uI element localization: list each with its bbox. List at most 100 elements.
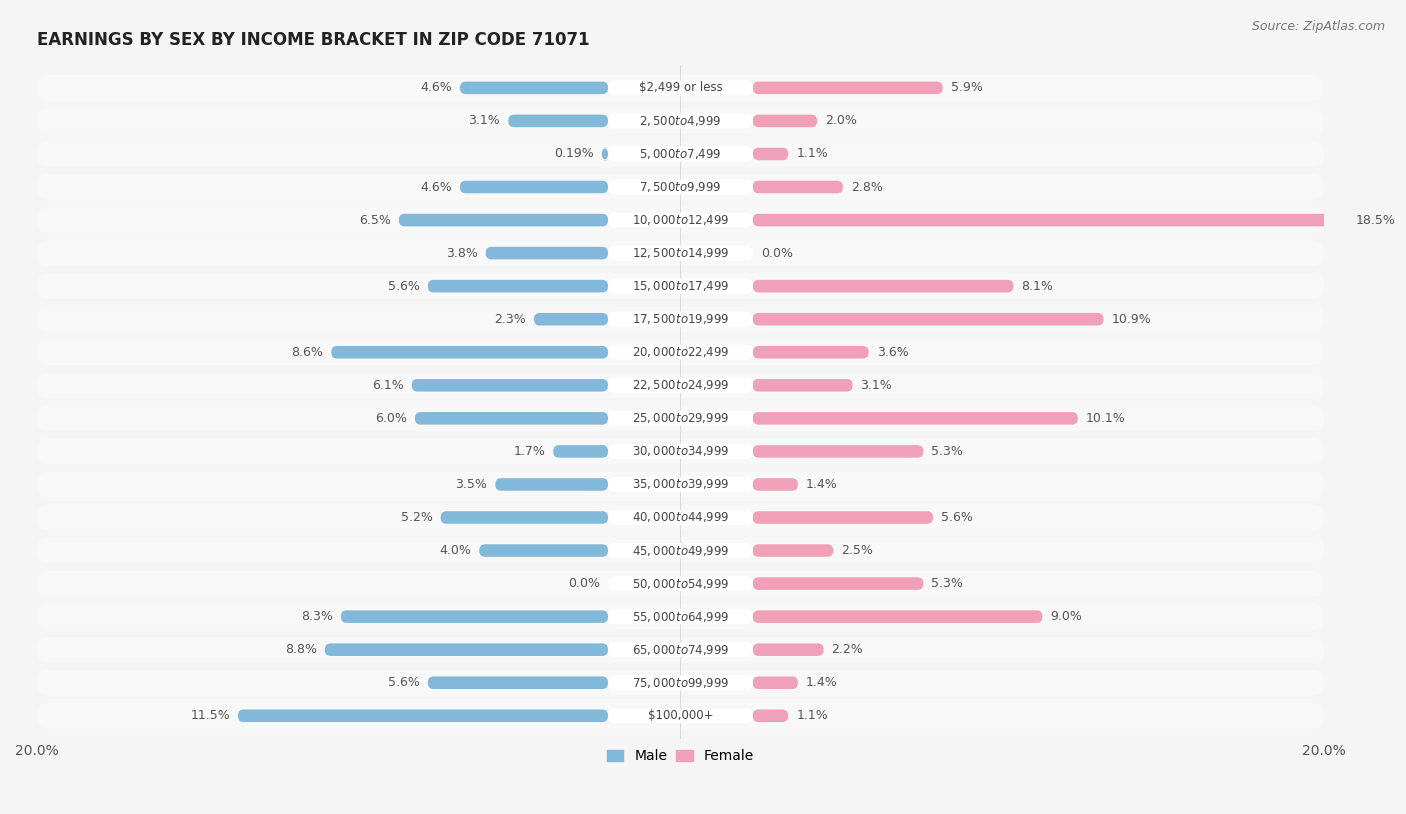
FancyBboxPatch shape bbox=[607, 344, 752, 360]
Text: $35,000 to $39,999: $35,000 to $39,999 bbox=[631, 478, 730, 492]
Text: $15,000 to $17,499: $15,000 to $17,499 bbox=[631, 279, 730, 293]
FancyBboxPatch shape bbox=[37, 207, 1324, 233]
Text: $75,000 to $99,999: $75,000 to $99,999 bbox=[631, 676, 730, 689]
FancyBboxPatch shape bbox=[440, 511, 607, 523]
Text: $30,000 to $34,999: $30,000 to $34,999 bbox=[631, 444, 730, 458]
FancyBboxPatch shape bbox=[607, 444, 752, 459]
FancyBboxPatch shape bbox=[508, 115, 607, 127]
Text: 8.8%: 8.8% bbox=[285, 643, 316, 656]
FancyBboxPatch shape bbox=[37, 670, 1324, 696]
Text: 2.2%: 2.2% bbox=[831, 643, 863, 656]
Text: $17,500 to $19,999: $17,500 to $19,999 bbox=[631, 313, 730, 326]
FancyBboxPatch shape bbox=[752, 643, 824, 656]
Text: 3.1%: 3.1% bbox=[860, 379, 893, 392]
FancyBboxPatch shape bbox=[752, 214, 1348, 226]
FancyBboxPatch shape bbox=[752, 313, 1104, 326]
Text: $2,500 to $4,999: $2,500 to $4,999 bbox=[640, 114, 721, 128]
FancyBboxPatch shape bbox=[752, 412, 1078, 425]
FancyBboxPatch shape bbox=[37, 240, 1324, 266]
FancyBboxPatch shape bbox=[752, 280, 1014, 292]
Text: 2.0%: 2.0% bbox=[825, 115, 858, 128]
FancyBboxPatch shape bbox=[415, 412, 607, 425]
FancyBboxPatch shape bbox=[37, 537, 1324, 563]
Text: $45,000 to $49,999: $45,000 to $49,999 bbox=[631, 544, 730, 558]
Text: 1.4%: 1.4% bbox=[806, 676, 838, 689]
FancyBboxPatch shape bbox=[325, 643, 607, 656]
Text: $7,500 to $9,999: $7,500 to $9,999 bbox=[640, 180, 721, 194]
Text: 5.3%: 5.3% bbox=[931, 577, 963, 590]
Text: 1.1%: 1.1% bbox=[796, 147, 828, 160]
Text: 5.6%: 5.6% bbox=[388, 676, 420, 689]
FancyBboxPatch shape bbox=[485, 247, 607, 260]
FancyBboxPatch shape bbox=[37, 174, 1324, 200]
FancyBboxPatch shape bbox=[479, 545, 607, 557]
FancyBboxPatch shape bbox=[37, 339, 1324, 365]
Text: 3.1%: 3.1% bbox=[468, 115, 501, 128]
FancyBboxPatch shape bbox=[37, 306, 1324, 332]
FancyBboxPatch shape bbox=[602, 147, 607, 160]
Text: 8.1%: 8.1% bbox=[1021, 280, 1053, 293]
FancyBboxPatch shape bbox=[399, 214, 607, 226]
Text: 5.3%: 5.3% bbox=[931, 445, 963, 458]
Text: 0.19%: 0.19% bbox=[554, 147, 593, 160]
FancyBboxPatch shape bbox=[607, 113, 752, 129]
Text: 8.3%: 8.3% bbox=[301, 610, 333, 624]
Text: $10,000 to $12,499: $10,000 to $12,499 bbox=[631, 213, 730, 227]
FancyBboxPatch shape bbox=[37, 637, 1324, 663]
FancyBboxPatch shape bbox=[37, 571, 1324, 597]
FancyBboxPatch shape bbox=[752, 710, 789, 722]
Text: 1.1%: 1.1% bbox=[796, 709, 828, 722]
Text: 3.6%: 3.6% bbox=[877, 346, 908, 359]
FancyBboxPatch shape bbox=[752, 445, 924, 457]
Text: 4.0%: 4.0% bbox=[439, 544, 471, 557]
Text: 2.8%: 2.8% bbox=[851, 181, 883, 194]
Text: 4.6%: 4.6% bbox=[420, 181, 451, 194]
Text: 8.6%: 8.6% bbox=[291, 346, 323, 359]
FancyBboxPatch shape bbox=[37, 505, 1324, 531]
FancyBboxPatch shape bbox=[607, 609, 752, 624]
FancyBboxPatch shape bbox=[607, 675, 752, 690]
Text: $20,000 to $22,499: $20,000 to $22,499 bbox=[631, 345, 730, 359]
FancyBboxPatch shape bbox=[607, 147, 752, 161]
FancyBboxPatch shape bbox=[752, 379, 852, 392]
Text: 10.1%: 10.1% bbox=[1085, 412, 1126, 425]
FancyBboxPatch shape bbox=[37, 372, 1324, 398]
FancyBboxPatch shape bbox=[607, 246, 752, 260]
FancyBboxPatch shape bbox=[752, 577, 924, 590]
FancyBboxPatch shape bbox=[460, 181, 607, 193]
Text: 0.0%: 0.0% bbox=[568, 577, 600, 590]
FancyBboxPatch shape bbox=[752, 545, 834, 557]
Text: $65,000 to $74,999: $65,000 to $74,999 bbox=[631, 643, 730, 657]
FancyBboxPatch shape bbox=[752, 81, 942, 94]
FancyBboxPatch shape bbox=[607, 212, 752, 228]
Text: $100,000+: $100,000+ bbox=[648, 709, 713, 722]
FancyBboxPatch shape bbox=[607, 179, 752, 195]
Text: 0.0%: 0.0% bbox=[761, 247, 793, 260]
FancyBboxPatch shape bbox=[752, 676, 797, 689]
Text: 2.5%: 2.5% bbox=[841, 544, 873, 557]
FancyBboxPatch shape bbox=[752, 147, 789, 160]
Text: $5,000 to $7,499: $5,000 to $7,499 bbox=[640, 147, 721, 161]
FancyBboxPatch shape bbox=[554, 445, 607, 457]
FancyBboxPatch shape bbox=[37, 141, 1324, 167]
Legend: Male, Female: Male, Female bbox=[602, 744, 759, 769]
Text: Source: ZipAtlas.com: Source: ZipAtlas.com bbox=[1251, 20, 1385, 33]
Text: $55,000 to $64,999: $55,000 to $64,999 bbox=[631, 610, 730, 624]
Text: 6.0%: 6.0% bbox=[375, 412, 406, 425]
Text: $50,000 to $54,999: $50,000 to $54,999 bbox=[631, 576, 730, 591]
FancyBboxPatch shape bbox=[37, 702, 1324, 729]
FancyBboxPatch shape bbox=[607, 510, 752, 525]
FancyBboxPatch shape bbox=[752, 511, 934, 523]
Text: EARNINGS BY SEX BY INCOME BRACKET IN ZIP CODE 71071: EARNINGS BY SEX BY INCOME BRACKET IN ZIP… bbox=[37, 31, 589, 50]
Text: 3.8%: 3.8% bbox=[446, 247, 478, 260]
Text: 1.7%: 1.7% bbox=[513, 445, 546, 458]
FancyBboxPatch shape bbox=[607, 642, 752, 657]
FancyBboxPatch shape bbox=[332, 346, 607, 358]
FancyBboxPatch shape bbox=[37, 75, 1324, 101]
FancyBboxPatch shape bbox=[607, 708, 752, 724]
Text: 2.3%: 2.3% bbox=[494, 313, 526, 326]
FancyBboxPatch shape bbox=[607, 477, 752, 492]
FancyBboxPatch shape bbox=[412, 379, 607, 392]
FancyBboxPatch shape bbox=[607, 312, 752, 326]
FancyBboxPatch shape bbox=[427, 676, 607, 689]
